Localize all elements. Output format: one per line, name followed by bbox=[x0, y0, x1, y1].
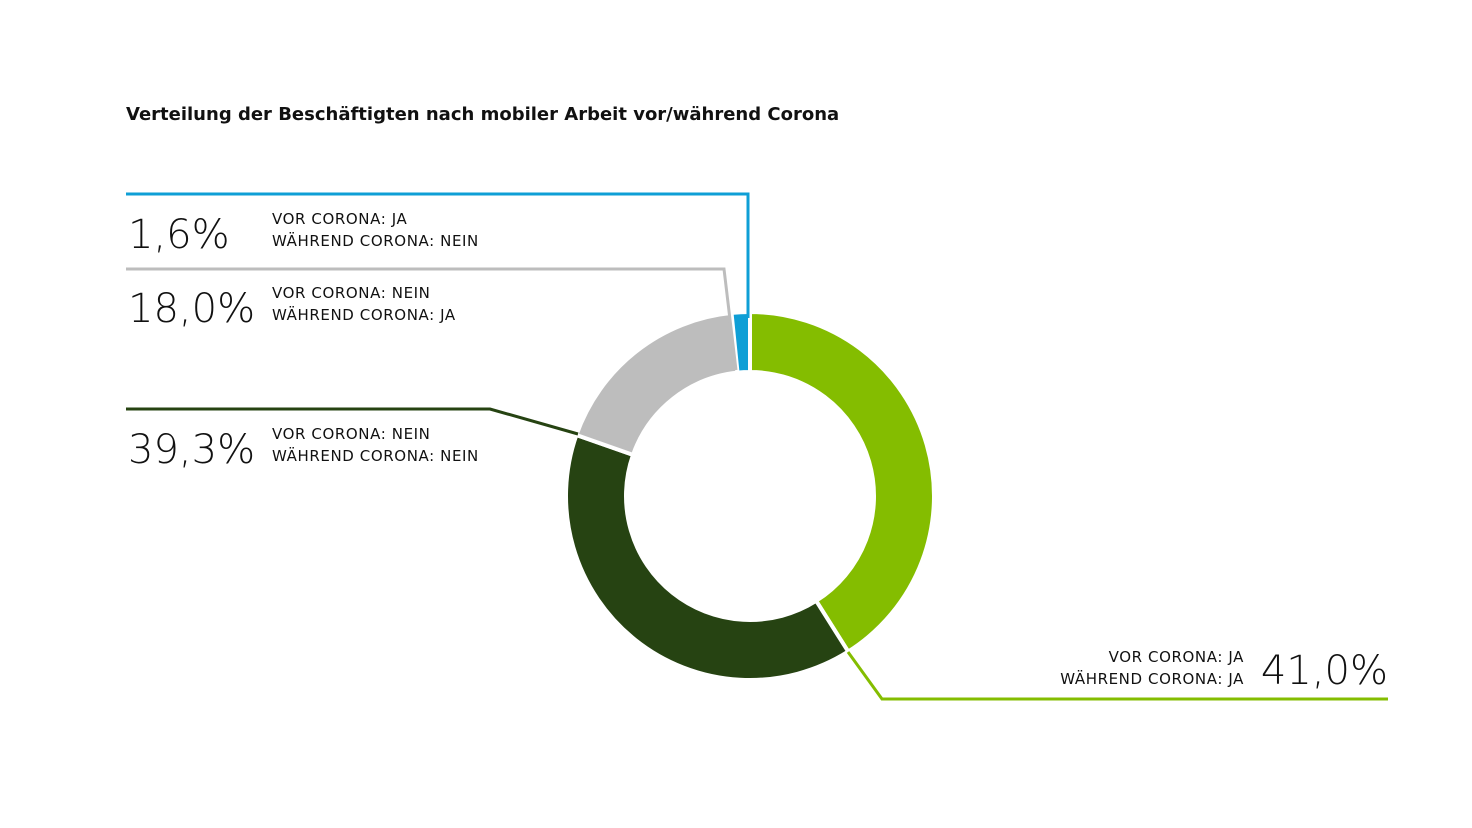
slice-value-label-nein-nein: 39,3% bbox=[128, 427, 255, 473]
slice-value-label-ja-ja: 41,0% bbox=[1261, 648, 1388, 694]
leader-lines bbox=[126, 192, 1388, 701]
donut-slice-nein-nein bbox=[564, 432, 851, 682]
slice-value-label-ja-nein: 1,6% bbox=[128, 212, 230, 258]
slice-desc-line2-nein-ja: WÄHREND CORONA: JA bbox=[272, 305, 456, 324]
slice-desc-line1-ja-nein: VOR CORONA: JA bbox=[272, 210, 408, 228]
donut-slice-ja-nein bbox=[729, 309, 752, 375]
slice-desc-line2-nein-nein: WÄHREND CORONA: NEIN bbox=[272, 446, 479, 465]
slice-desc-line2-ja-nein: WÄHREND CORONA: NEIN bbox=[272, 231, 479, 250]
donut-slice-nein-ja bbox=[573, 310, 740, 458]
slice-desc-line1-ja-ja: VOR CORONA: JA bbox=[1109, 648, 1245, 666]
leader-line-nein-ja bbox=[126, 267, 738, 371]
donut-slice-ja-ja bbox=[748, 309, 936, 655]
slice-desc-line1-nein-nein: VOR CORONA: NEIN bbox=[272, 425, 431, 443]
slice-labels: 41,0% VOR CORONA: JA WÄHREND CORONA: JA 39,… bbox=[128, 210, 1388, 694]
leader-line-ja-ja bbox=[846, 651, 1388, 701]
donut-slices bbox=[564, 309, 936, 682]
slice-value-label-nein-ja: 18,0% bbox=[128, 286, 255, 332]
slice-desc-line2-ja-ja: WÄHREND CORONA: JA bbox=[1060, 669, 1244, 688]
slice-desc-line1-nein-ja: VOR CORONA: NEIN bbox=[272, 284, 431, 302]
chart-title: Verteilung der Beschäftigten nach mobile… bbox=[126, 104, 839, 125]
leader-line-nein-nein bbox=[126, 407, 579, 436]
leader-line-ja-nein bbox=[126, 192, 750, 318]
